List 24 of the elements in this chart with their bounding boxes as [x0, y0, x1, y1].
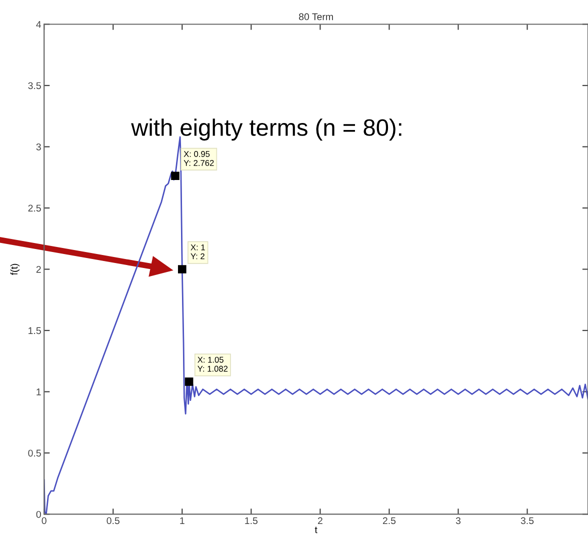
y-tick-label: 0: [36, 510, 41, 518]
y-tick-label: 4: [36, 21, 42, 28]
x-tick-label: 2.5: [382, 517, 396, 524]
y-tick-label: 3: [36, 143, 41, 150]
x-tick-label: 3: [456, 517, 461, 524]
annotation: X: 1 Y: 2: [190, 244, 205, 260]
y-tick-label: 1.5: [28, 327, 41, 334]
y-tick-label: 2.5: [28, 204, 41, 212]
y-tick-label: 3.5: [28, 82, 41, 90]
annotation: with eighty terms (n = 80):: [131, 118, 402, 141]
x-axis-title: t: [314, 526, 318, 534]
x-tick-label: 0: [42, 517, 46, 524]
chart-title: 80 Term: [299, 13, 333, 20]
y-axis-title: f(t): [10, 264, 20, 276]
annotation: X: 0.95 Y: 2.762: [184, 151, 214, 166]
x-tick-label: 3.5: [520, 517, 534, 524]
x-tick-label: 1: [180, 517, 184, 524]
x-tick-label: 1.5: [245, 517, 258, 524]
annotation: X: 1.05 Y: 1.082: [198, 356, 228, 372]
y-tick-label: 1: [36, 388, 41, 396]
y-tick-label: 0.5: [28, 450, 41, 457]
y-tick-label: 2: [36, 266, 41, 273]
x-tick-label: 0.5: [106, 517, 120, 524]
x-tick-label: 2: [318, 517, 322, 524]
